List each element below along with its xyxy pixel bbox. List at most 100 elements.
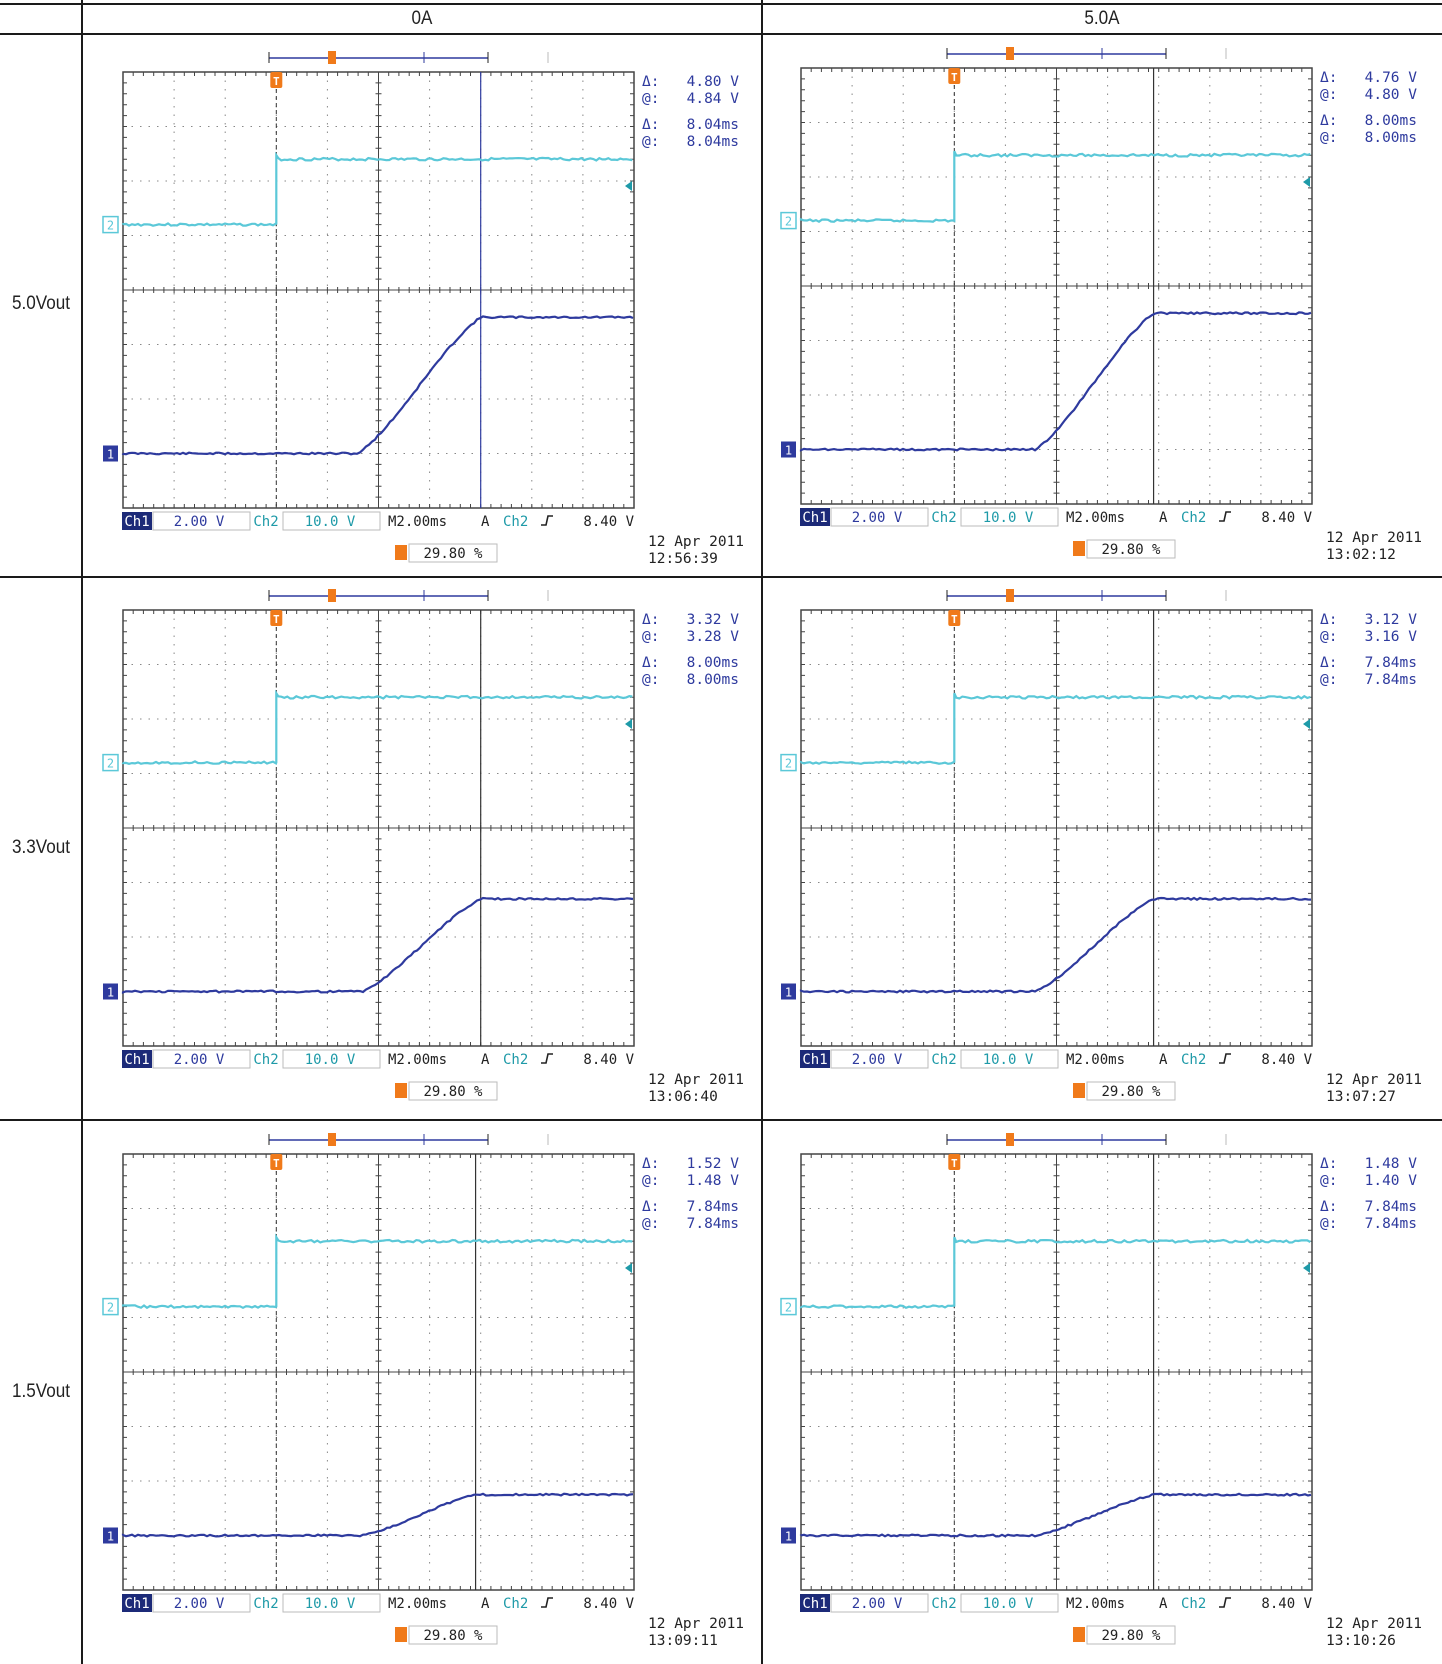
trigger-position: 29.80 % [1101, 542, 1161, 558]
trigger-level-arrow [1303, 1263, 1310, 1273]
rising-edge-icon [1219, 1597, 1231, 1608]
ch2-ground-marker [780, 1297, 797, 1316]
capture-date: 12 Apr 2011 [1326, 1616, 1422, 1632]
v-at-label: @: [642, 91, 659, 107]
ch1-settings-tag-text: Ch1 [124, 1052, 149, 1068]
trigger-level: 8.40 V [583, 1596, 634, 1612]
capture-time: 13:10:26 [1326, 1633, 1396, 1649]
trigger-position-bar [268, 589, 549, 602]
scope-screen: T 1 2 Δ: 1.48 V @: 1.40 V Δ: 7.84ms @: 7.84ms Ch1 2.… [780, 1133, 1422, 1649]
trigger-mode: A [1159, 510, 1168, 526]
trigger-position-bar [268, 1133, 549, 1146]
ch1-trace [121, 1492, 634, 1538]
ch1-scale-box [830, 1049, 929, 1069]
ch1-scale: 2.00 V [852, 1052, 903, 1068]
t-at-label: @: [1320, 130, 1337, 146]
v-at-value: 4.80 V [1365, 87, 1418, 103]
ch1-ground-marker [781, 983, 796, 1000]
v-delta-label: Δ: [1320, 1156, 1337, 1172]
trigger-level-arrow [625, 719, 632, 729]
scope-screen: T 1 2 Δ: 4.76 V @: 4.80 V Δ: 8.00ms @: 8.00ms Ch1 2.… [780, 47, 1422, 563]
v-delta-value: 3.32 V [687, 612, 740, 628]
trigger-marker-top [1006, 589, 1014, 602]
trigger-mode: A [481, 1596, 490, 1612]
trigger-marker [270, 72, 283, 88]
ch1-scale: 2.00 V [852, 510, 903, 526]
timebase: M2.00ms [1066, 1052, 1125, 1068]
t-at-label: @: [1320, 1216, 1337, 1232]
timebase: M2.00ms [1066, 1596, 1125, 1612]
trigger-position-bar [946, 1133, 1227, 1146]
v-delta-value: 4.76 V [1365, 70, 1418, 86]
capture-time: 13:02:12 [1326, 547, 1396, 563]
axis-minor-ticks [122, 1153, 635, 1591]
t-at-value: 8.04ms [687, 134, 739, 150]
ch2-settings-tag: Ch2 [253, 1052, 278, 1068]
v-at-value: 4.84 V [687, 91, 740, 107]
ch1-ground-marker [103, 983, 118, 1000]
t-at-value: 8.00ms [1365, 130, 1417, 146]
trigger-level: 8.40 V [583, 514, 634, 530]
trigger-marker-top [328, 51, 336, 64]
trigger-position: 29.80 % [1101, 1084, 1161, 1100]
trigger-position: 29.80 % [1101, 1628, 1161, 1644]
v-at-label: @: [1320, 87, 1337, 103]
row-label-3v3: 3.3Vout [11, 837, 70, 858]
rising-edge-icon [541, 1597, 553, 1608]
ch2-ground-marker-label: 2 [107, 1301, 114, 1315]
trigger-source: Ch2 [503, 1052, 528, 1068]
ch1-scale-box [152, 511, 251, 531]
capture-time: 13:09:11 [648, 1633, 718, 1649]
trigger-source: Ch2 [1181, 1052, 1206, 1068]
trigger-marker-glyph: T [273, 613, 280, 626]
t-delta-value: 8.00ms [1365, 113, 1417, 129]
v-at-label: @: [1320, 629, 1337, 645]
ch2-scale: 10.0 V [305, 514, 356, 530]
t-at-label: @: [642, 1216, 659, 1232]
trigger-position-box [1086, 1081, 1176, 1101]
ch1-settings-tag [800, 508, 830, 526]
trigger-position-bar [946, 47, 1227, 60]
ch1-ground-marker-label: 1 [785, 1530, 792, 1544]
t-at-label: @: [642, 134, 659, 150]
trigger-position-box [408, 1625, 498, 1645]
ch1-scale-box [830, 1593, 929, 1613]
t-delta-label: Δ: [642, 117, 659, 133]
trigger-position-icon [395, 1627, 407, 1642]
t-delta-value: 8.04ms [687, 117, 739, 133]
ch2-ground-marker-label: 2 [107, 219, 114, 233]
capture-date: 12 Apr 2011 [1326, 1072, 1422, 1088]
trigger-marker [270, 610, 283, 626]
scope-screen: T 1 2 Δ: 3.32 V @: 3.28 V Δ: 8.00ms @: 8.00ms Ch1 2.… [102, 589, 744, 1105]
timebase: M2.00ms [1066, 510, 1125, 526]
ch2-ground-marker [102, 1297, 119, 1316]
v-delta-value: 1.48 V [1365, 1156, 1418, 1172]
ch2-trace [799, 1236, 1311, 1310]
ch2-ground-marker [780, 753, 797, 772]
trigger-position: 29.80 % [423, 1084, 483, 1100]
ch2-scale-box [960, 1049, 1059, 1069]
trigger-level-arrow [1303, 719, 1310, 729]
column-header-0a: 0A [411, 8, 433, 29]
capture-time: 13:06:40 [648, 1089, 718, 1105]
ch1-trace [799, 896, 1312, 994]
ch1-settings-tag [122, 1594, 152, 1612]
trigger-position-box [408, 543, 498, 563]
ch2-scale: 10.0 V [983, 1596, 1034, 1612]
trigger-level: 8.40 V [583, 1052, 634, 1068]
ch1-settings-tag-text: Ch1 [802, 510, 827, 526]
trigger-position-icon [1073, 1083, 1085, 1098]
trigger-mode: A [1159, 1052, 1168, 1068]
capture-time: 13:07:27 [1326, 1089, 1396, 1105]
trigger-position-icon [395, 545, 407, 560]
ch1-ground-marker [781, 441, 796, 458]
v-at-label: @: [642, 629, 659, 645]
trigger-position-bar [268, 51, 549, 64]
ch2-ground-marker-label: 2 [785, 1301, 792, 1315]
scope-screen: T 1 2 Δ: 3.12 V @: 3.16 V Δ: 7.84ms @: 7.84ms Ch1 2.… [780, 589, 1422, 1105]
